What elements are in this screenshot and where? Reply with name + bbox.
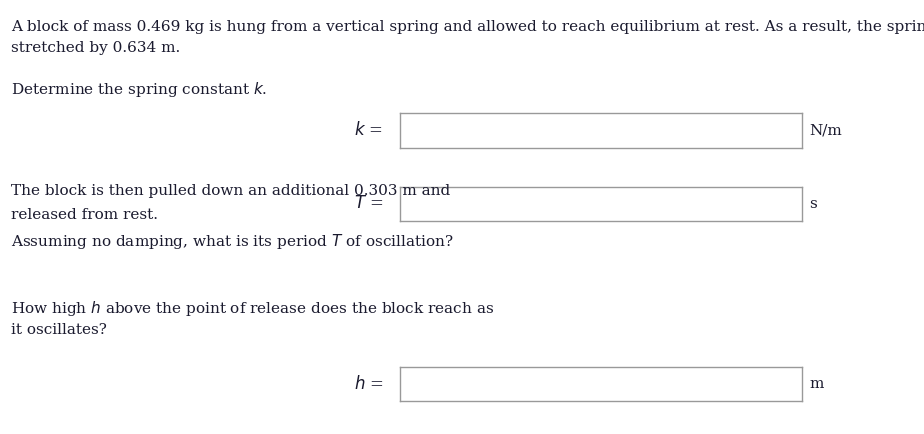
Text: it oscillates?: it oscillates?: [11, 323, 107, 337]
Text: $T$ =: $T$ =: [354, 195, 383, 213]
Text: $k$ =: $k$ =: [355, 121, 383, 139]
Text: s: s: [809, 197, 817, 211]
Text: N/m: N/m: [809, 123, 842, 137]
Text: Determine the spring constant $k$.: Determine the spring constant $k$.: [11, 80, 267, 99]
Text: m: m: [809, 377, 824, 391]
Text: Assuming no damping, what is its period $T$ of oscillation?: Assuming no damping, what is its period …: [11, 232, 454, 251]
Text: released from rest.: released from rest.: [11, 208, 158, 222]
Text: The block is then pulled down an additional 0.303 m and: The block is then pulled down an additio…: [11, 184, 450, 198]
Text: How high $h$ above the point of release does the block reach as: How high $h$ above the point of release …: [11, 299, 494, 319]
Text: $h$ =: $h$ =: [354, 375, 383, 393]
Text: stretched by 0.634 m.: stretched by 0.634 m.: [11, 41, 180, 55]
Text: A block of mass 0.469 kg is hung from a vertical spring and allowed to reach equ: A block of mass 0.469 kg is hung from a …: [11, 20, 924, 33]
